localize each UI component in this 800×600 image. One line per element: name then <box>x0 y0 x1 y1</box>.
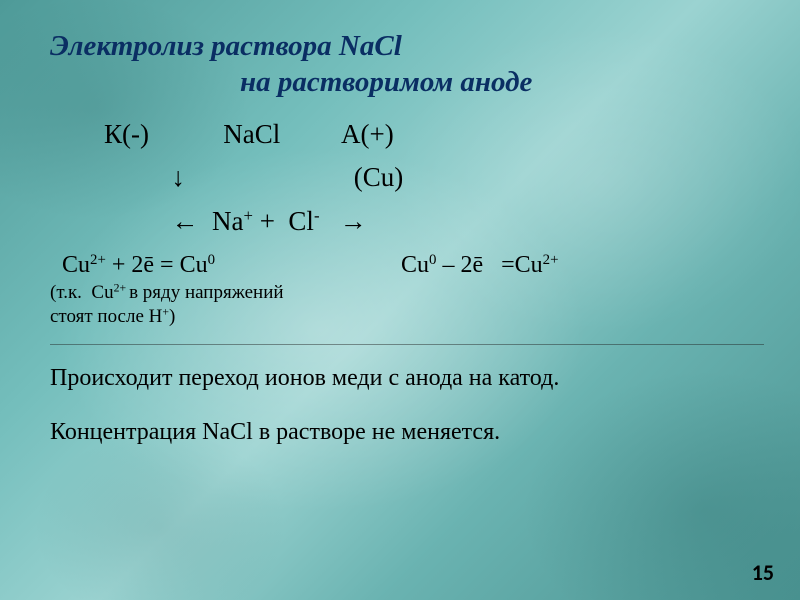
anode-eq-species: Cu <box>401 252 429 278</box>
title-line-1: Электролиз раствора NaCl <box>50 28 766 64</box>
anode-eq-mid: – 2ē =Cu <box>436 252 542 278</box>
slide-content: К(-) NaCl А(+) ↓ (Cu) ← Na+ + Cl- → Cu2+… <box>50 119 766 449</box>
left-arrow-icon: ← Na <box>172 206 244 236</box>
anode-eq-charge2: 2+ <box>543 252 559 268</box>
dissoc-mid: + Cl <box>253 206 314 236</box>
body-line-1: Происходит переход ионов меди с анода на… <box>50 363 766 395</box>
slide: Электролиз раствора NaCl на растворимом … <box>0 0 800 600</box>
cathode-eq-charge2: 0 <box>208 252 215 268</box>
arrow-down-row: ↓ (Cu) <box>50 162 766 194</box>
electrodes-row: К(-) NaCl А(+) <box>50 119 766 151</box>
note-line-2: стоят после H+) <box>50 305 766 329</box>
title-line-2: на растворимом аноде <box>240 64 766 100</box>
body-line-2: Концентрация NaCl в растворе не меняется… <box>50 417 766 449</box>
slide-title: Электролиз раствора NaCl на растворимом … <box>50 28 766 101</box>
note-line-1: (т.к. Cu2+ в ряду напряжений <box>50 281 766 305</box>
cathode-label: К(-) <box>104 119 149 149</box>
right-arrow-icon: → <box>320 206 367 236</box>
cathode-eq-species: Cu <box>62 252 90 278</box>
cathode-eq-charge1: 2+ <box>90 252 106 268</box>
down-arrow-icon: ↓ <box>172 162 186 192</box>
half-reactions-row: Cu2+ + 2ē = Cu0 Cu0 – 2ē =Cu2+ <box>50 250 766 281</box>
separator-line <box>50 344 764 345</box>
na-charge: + <box>243 206 252 225</box>
cathode-eq-mid: + 2ē = Cu <box>106 252 208 278</box>
dissociation-row: ← Na+ + Cl- → <box>50 206 766 238</box>
page-number: 15 <box>752 559 774 586</box>
anode-label: А(+) <box>341 119 394 149</box>
compound-label: NaCl <box>223 119 280 149</box>
anode-material: (Cu) <box>354 162 404 192</box>
